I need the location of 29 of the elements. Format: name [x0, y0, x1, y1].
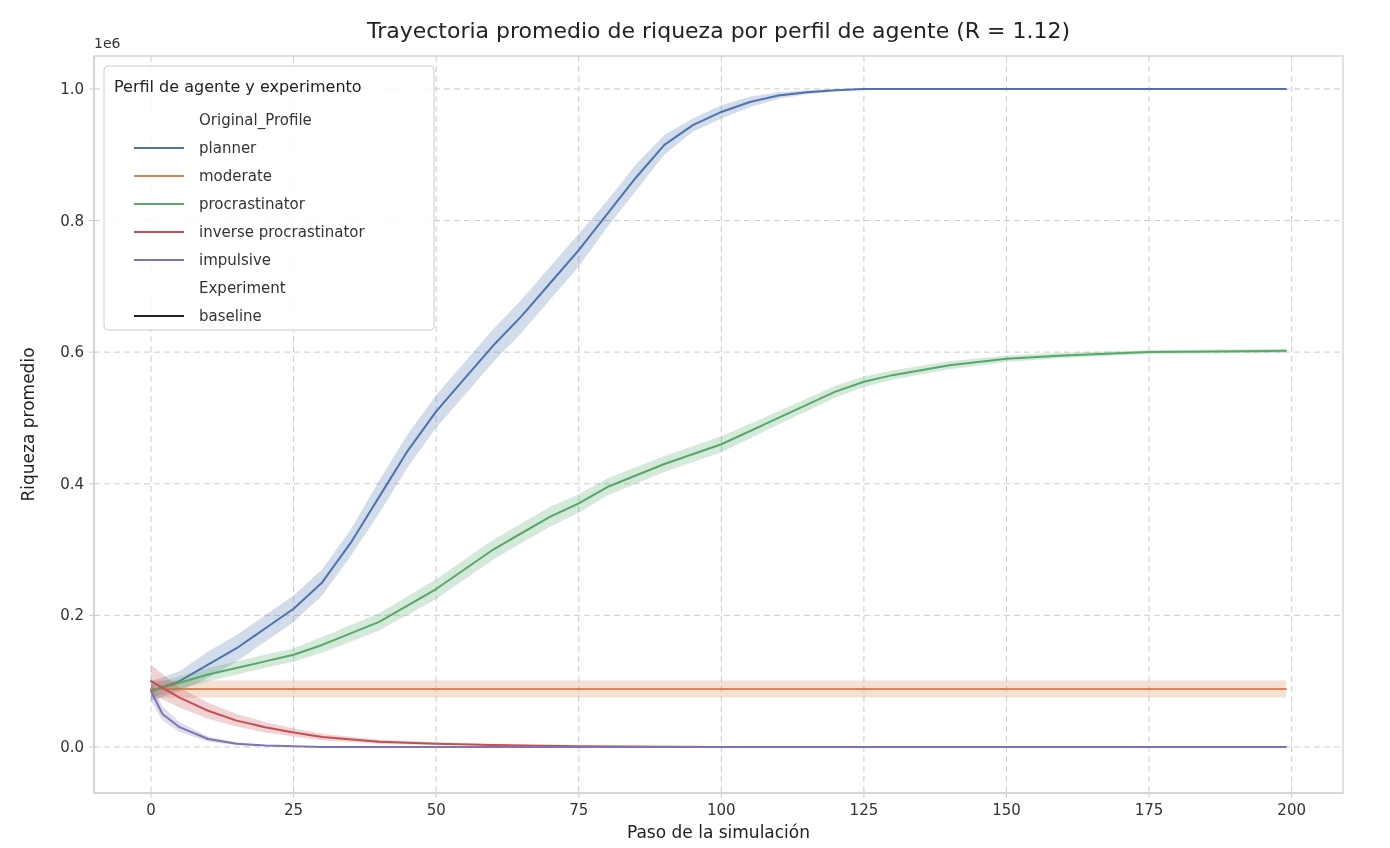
legend-title: Perfil de agente y experimento	[114, 77, 362, 96]
y-tick-label: 0.4	[60, 474, 84, 493]
legend-label: procrastinator	[199, 195, 306, 213]
x-tick-label: 150	[992, 801, 1021, 819]
legend-label: planner	[199, 139, 258, 157]
x-tick-label: 200	[1277, 801, 1306, 819]
x-tick-label: 125	[849, 801, 879, 819]
legend-label: impulsive	[199, 251, 272, 269]
x-tick-label: 75	[569, 801, 589, 819]
legend-label: moderate	[199, 167, 273, 185]
x-axis-title: Paso de la simulación	[626, 822, 811, 842]
x-tick-label: 0	[146, 801, 156, 819]
annotation: baseline	[199, 307, 262, 325]
y-tick-label: 0.6	[60, 343, 84, 362]
annotation: Original_Profile	[199, 111, 312, 130]
line-series	[150, 690, 1287, 748]
x-tick-label: 175	[1134, 801, 1164, 819]
x-tick-label: 100	[707, 801, 736, 819]
chart-title: Trayectoria promedio de riqueza por perfil de agente (R = 1.12)	[365, 18, 1071, 43]
legend-label: inverse procrastinator	[199, 223, 366, 241]
y-axis-title: Riqueza promedio	[18, 347, 38, 502]
y-tick-label: 0.0	[60, 737, 84, 756]
y-tick-label: 1.0	[60, 79, 84, 98]
x-tick-label: 50	[426, 801, 446, 819]
x-tick-label: 25	[284, 801, 304, 819]
annotation: Experiment	[199, 279, 286, 297]
text: 1e6	[94, 35, 121, 51]
y-tick-label: 0.8	[60, 211, 84, 230]
y-tick-label: 0.2	[60, 606, 84, 625]
